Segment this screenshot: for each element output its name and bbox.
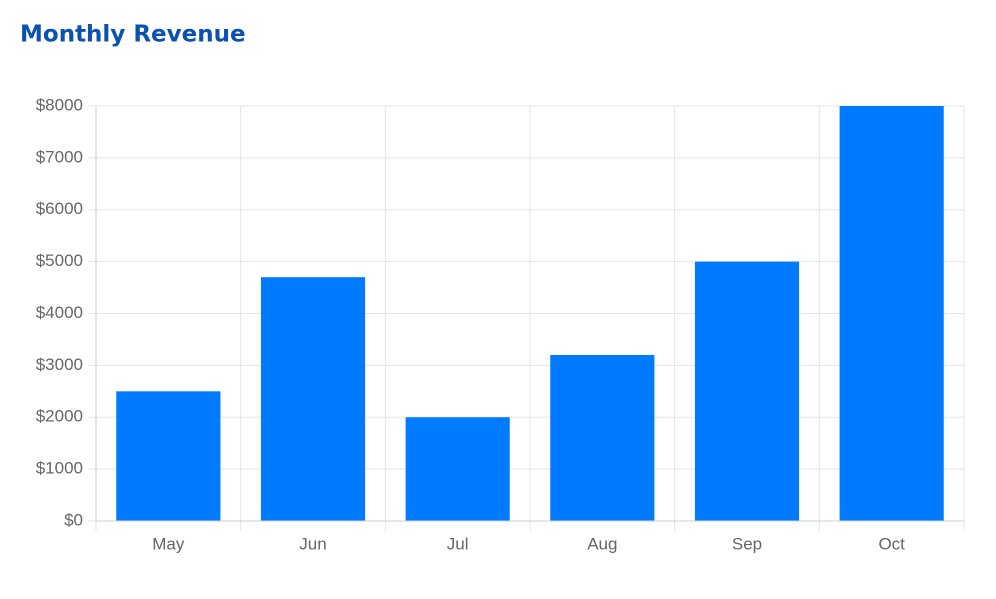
y-tick-label: $7000 bbox=[36, 147, 83, 166]
x-tick-label: Oct bbox=[878, 534, 905, 553]
y-tick-label: $3000 bbox=[36, 355, 83, 374]
y-tick-label: $8000 bbox=[36, 95, 83, 114]
bar bbox=[116, 391, 221, 521]
x-tick-label: Aug bbox=[587, 534, 617, 553]
y-tick-label: $5000 bbox=[36, 251, 83, 270]
y-tick-label: $0 bbox=[64, 510, 83, 529]
bar bbox=[694, 261, 800, 521]
bar bbox=[260, 277, 366, 521]
bar bbox=[839, 106, 944, 521]
x-tick-label: May bbox=[152, 534, 185, 553]
y-tick-label: $1000 bbox=[36, 459, 83, 478]
x-tick-label: Jun bbox=[299, 534, 326, 553]
chart-title: Monthly Revenue bbox=[20, 22, 246, 48]
x-tick-label: Jul bbox=[447, 534, 469, 553]
bar bbox=[550, 355, 655, 521]
x-tick-label: Sep bbox=[732, 534, 762, 553]
y-tick-label: $4000 bbox=[36, 303, 83, 322]
y-tick-label: $2000 bbox=[36, 407, 83, 426]
bar bbox=[405, 417, 510, 521]
y-tick-label: $6000 bbox=[36, 199, 83, 218]
